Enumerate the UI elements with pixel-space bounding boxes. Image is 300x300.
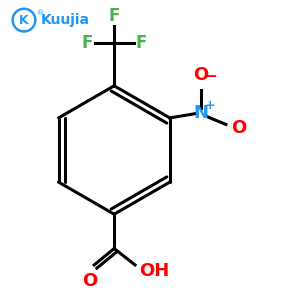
Text: ®: ® [37, 10, 44, 16]
Text: Kuujia: Kuujia [41, 13, 90, 27]
Text: +: + [204, 99, 215, 112]
Text: O: O [82, 272, 97, 290]
Text: OH: OH [139, 262, 169, 280]
Text: F: F [135, 34, 146, 52]
Text: F: F [109, 7, 120, 25]
Text: −: − [204, 70, 217, 85]
Text: O: O [231, 119, 246, 137]
Text: F: F [82, 34, 93, 52]
Text: K: K [19, 14, 29, 27]
Text: O: O [194, 66, 209, 84]
Text: N: N [194, 104, 208, 122]
